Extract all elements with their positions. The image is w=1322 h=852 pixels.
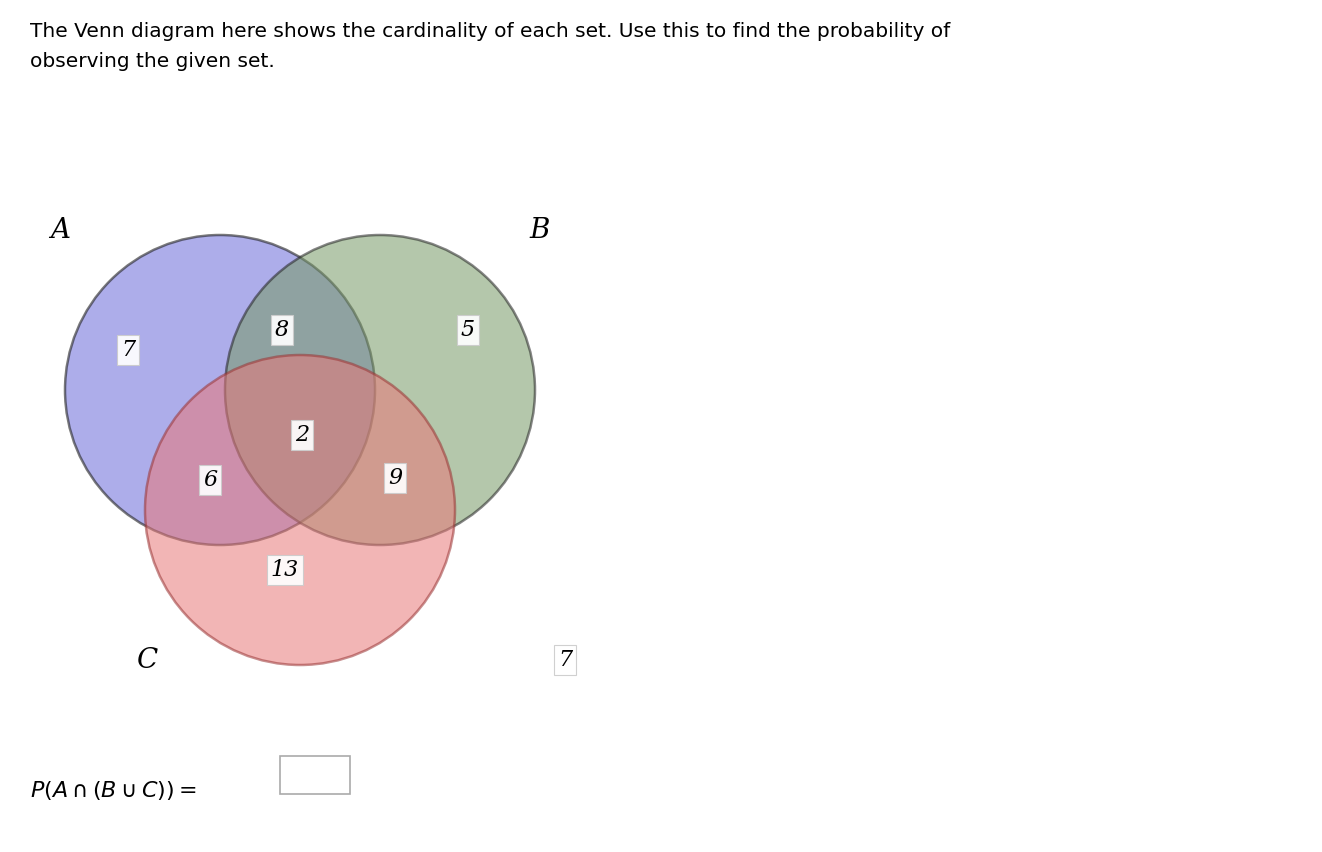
Text: C: C [137, 647, 159, 673]
Circle shape [145, 355, 455, 665]
Text: 2: 2 [295, 424, 309, 446]
Text: 7: 7 [558, 649, 572, 671]
Circle shape [65, 235, 375, 545]
Text: 9: 9 [387, 467, 402, 489]
Text: The Venn diagram here shows the cardinality of each set. Use this to find the pr: The Venn diagram here shows the cardinal… [30, 22, 951, 41]
Text: 13: 13 [271, 559, 299, 581]
Circle shape [225, 235, 535, 545]
Text: $P(A \cap (B \cup C)) =$: $P(A \cap (B \cup C)) =$ [30, 779, 197, 802]
FancyBboxPatch shape [280, 756, 350, 794]
Text: B: B [530, 216, 550, 244]
Text: 8: 8 [275, 319, 290, 341]
Text: 5: 5 [461, 319, 475, 341]
Text: 6: 6 [204, 469, 217, 491]
Text: 7: 7 [120, 339, 135, 361]
Text: A: A [50, 216, 70, 244]
Text: observing the given set.: observing the given set. [30, 52, 275, 71]
